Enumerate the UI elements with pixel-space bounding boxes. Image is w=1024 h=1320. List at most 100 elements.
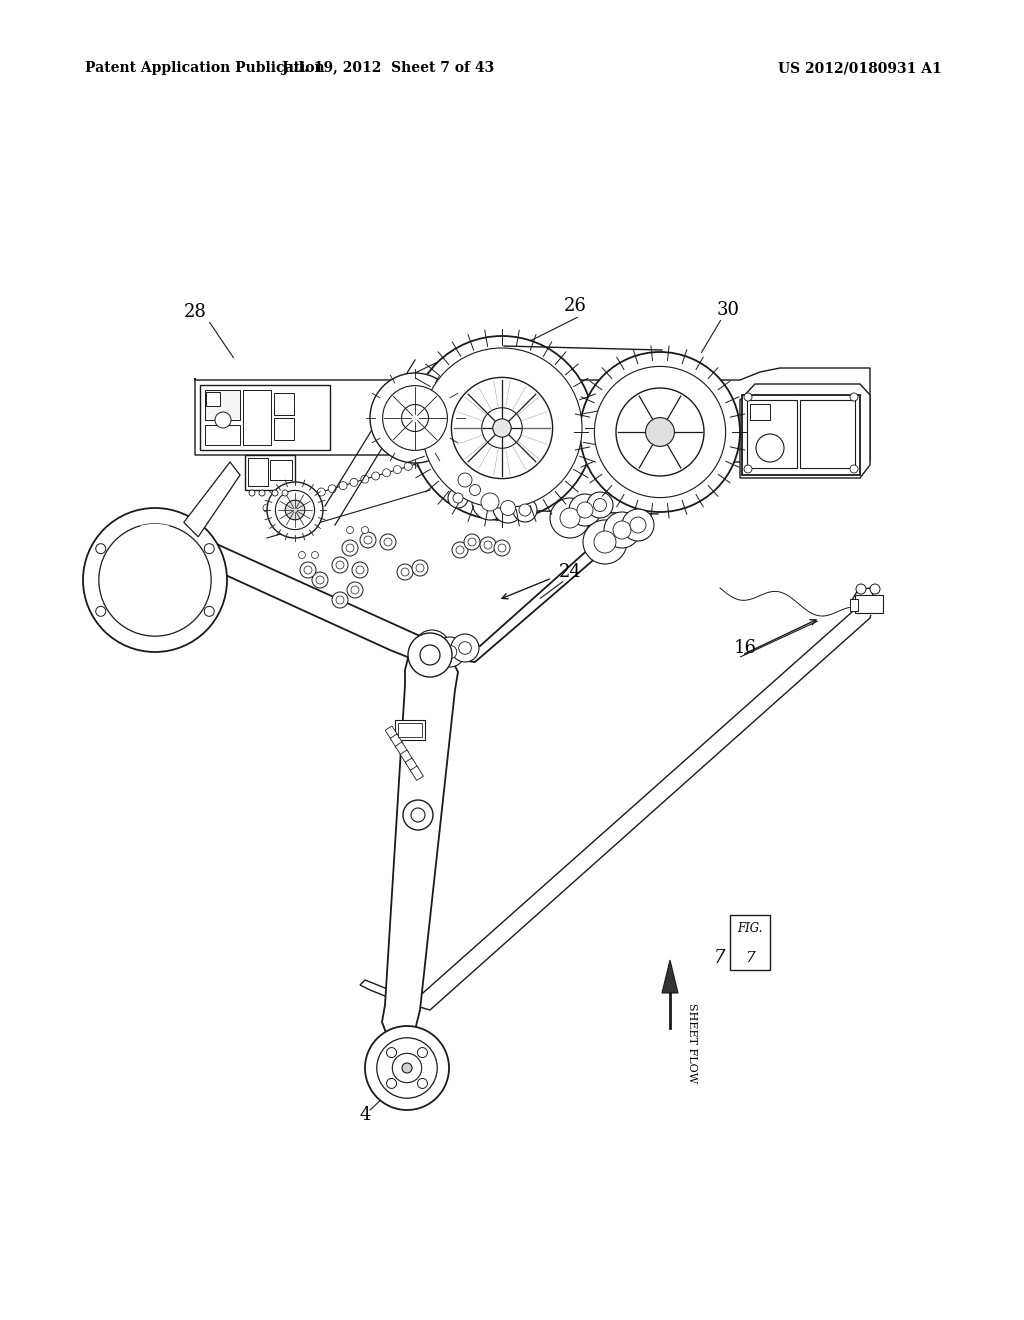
Circle shape — [459, 642, 471, 655]
Circle shape — [412, 560, 428, 576]
Text: 30: 30 — [717, 301, 739, 319]
Circle shape — [347, 582, 362, 598]
Circle shape — [346, 544, 354, 552]
Circle shape — [342, 540, 358, 556]
Text: FIG.: FIG. — [737, 921, 763, 935]
Circle shape — [468, 539, 476, 546]
Bar — [200, 385, 330, 450]
Circle shape — [299, 552, 305, 558]
Circle shape — [96, 606, 105, 616]
Circle shape — [311, 552, 318, 558]
Text: US 2012/0180931 A1: US 2012/0180931 A1 — [778, 61, 942, 75]
Circle shape — [469, 484, 480, 495]
Bar — [395, 742, 409, 756]
Circle shape — [451, 634, 479, 663]
Circle shape — [493, 492, 523, 523]
Bar — [205, 425, 240, 445]
Circle shape — [332, 591, 348, 609]
Circle shape — [481, 492, 499, 511]
Circle shape — [453, 492, 463, 503]
Circle shape — [296, 495, 303, 503]
Bar — [248, 458, 268, 486]
Circle shape — [484, 541, 492, 549]
Circle shape — [401, 404, 428, 432]
Circle shape — [383, 385, 447, 450]
Bar — [730, 915, 770, 970]
Circle shape — [83, 508, 227, 652]
Circle shape — [365, 1026, 449, 1110]
Bar — [274, 418, 294, 440]
Circle shape — [414, 630, 450, 667]
Circle shape — [435, 638, 465, 667]
Circle shape — [360, 532, 376, 548]
Bar — [243, 389, 271, 445]
Circle shape — [306, 491, 314, 499]
Circle shape — [850, 393, 858, 401]
Bar — [245, 455, 295, 490]
Circle shape — [380, 535, 396, 550]
Circle shape — [402, 1063, 412, 1073]
Polygon shape — [662, 960, 678, 993]
Circle shape — [259, 490, 265, 496]
Circle shape — [273, 500, 282, 508]
Circle shape — [397, 564, 413, 579]
Text: SHEET FLOW: SHEET FLOW — [687, 1003, 697, 1084]
Circle shape — [300, 562, 316, 578]
Circle shape — [580, 352, 740, 512]
Circle shape — [420, 645, 440, 665]
Circle shape — [285, 498, 293, 506]
Circle shape — [383, 469, 390, 477]
Polygon shape — [360, 587, 874, 1010]
Polygon shape — [382, 656, 458, 1040]
Circle shape — [613, 521, 631, 539]
Bar — [395, 719, 425, 741]
Text: 16: 16 — [733, 639, 757, 657]
Circle shape — [370, 374, 460, 463]
Circle shape — [587, 492, 613, 517]
Circle shape — [401, 568, 409, 576]
Circle shape — [96, 544, 105, 553]
Circle shape — [317, 488, 326, 496]
Polygon shape — [155, 531, 445, 668]
Circle shape — [204, 544, 214, 553]
Text: 24: 24 — [559, 564, 582, 581]
Circle shape — [332, 557, 348, 573]
Circle shape — [360, 475, 369, 483]
Bar — [742, 395, 860, 475]
Circle shape — [594, 367, 726, 498]
Circle shape — [464, 535, 480, 550]
Circle shape — [346, 527, 353, 533]
Circle shape — [481, 408, 522, 449]
Polygon shape — [740, 384, 870, 478]
Text: 7: 7 — [715, 949, 726, 968]
Bar — [270, 459, 292, 480]
Circle shape — [744, 393, 752, 401]
Circle shape — [408, 634, 452, 677]
Circle shape — [422, 348, 582, 508]
Circle shape — [286, 500, 305, 520]
Circle shape — [275, 491, 314, 529]
Circle shape — [744, 465, 752, 473]
Circle shape — [272, 490, 278, 496]
Text: 7: 7 — [745, 950, 755, 965]
Circle shape — [577, 502, 593, 517]
Circle shape — [267, 482, 323, 539]
Circle shape — [282, 490, 288, 496]
Bar — [385, 726, 398, 741]
Bar — [406, 758, 419, 772]
Circle shape — [452, 543, 468, 558]
Circle shape — [415, 459, 423, 467]
Circle shape — [312, 572, 328, 587]
Circle shape — [480, 537, 496, 553]
Text: Patent Application Publication: Patent Application Publication — [85, 61, 325, 75]
Circle shape — [386, 1078, 396, 1089]
Circle shape — [99, 524, 211, 636]
Circle shape — [424, 640, 440, 656]
Bar — [206, 392, 220, 407]
Circle shape — [756, 434, 784, 462]
Circle shape — [594, 531, 616, 553]
Circle shape — [456, 546, 464, 554]
Circle shape — [472, 484, 508, 520]
Circle shape — [458, 473, 472, 487]
Circle shape — [336, 561, 344, 569]
